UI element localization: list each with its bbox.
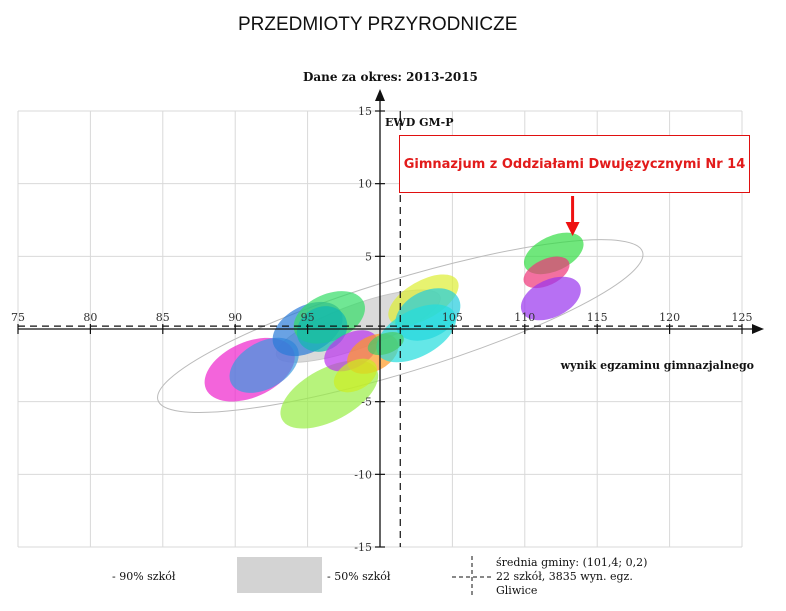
legend-mean-line3: Gliwice (496, 584, 538, 597)
x-tick-label: 85 (156, 311, 170, 324)
range-ellipse-90pct (157, 239, 644, 414)
x-tick-label: 125 (732, 311, 753, 324)
legend-mean-line2: 22 szkół, 3835 wyn. egz. (496, 570, 633, 583)
x-tick-label: 95 (301, 311, 315, 324)
y-tick-label: 5 (365, 250, 372, 263)
school-ellipse (333, 358, 377, 393)
x-tick-label: 105 (442, 311, 463, 324)
legend-50-label: - 50% szkół (327, 570, 391, 583)
y-tick-label: -5 (361, 396, 372, 409)
legend-mean-line1: średnia gminy: (101,4; 0,2) (496, 556, 648, 569)
page-title: PRZEDMIOTY PRZYRODNICZE (238, 14, 518, 35)
legend-90-label: - 90% szkół (112, 570, 176, 583)
y-axis-title: EWD GM-P (385, 116, 454, 129)
x-axis-arrow (752, 324, 764, 334)
period-label: Dane za okres: 2013-2015 (303, 70, 478, 84)
y-tick-label: -15 (354, 541, 372, 554)
school-callout: Gimnazjum z Oddziałami Dwujęzycznymi Nr … (399, 135, 750, 193)
y-axis-arrow (375, 89, 385, 101)
school-ellipse (520, 276, 581, 321)
legend-50-swatch (237, 557, 322, 593)
x-tick-label: 75 (11, 311, 25, 324)
school-ellipse (367, 332, 404, 356)
x-tick-label: 120 (659, 311, 680, 324)
school-ellipses (204, 232, 584, 429)
highlight-arrow-head (565, 222, 580, 236)
axes-layer: 75 80 85 90 95 105 110 115 120 12515105-5-10-15EW… (11, 89, 764, 554)
x-tick-label: 110 (514, 311, 535, 324)
school-callout-label: Gimnazjum z Oddziałami Dwujęzycznymi Nr … (403, 156, 746, 172)
x-axis-title: wynik egzaminu gimnazjalnego (560, 359, 754, 372)
x-tick-label: 90 (228, 311, 242, 324)
legend-symbols (237, 556, 492, 596)
x-tick-label: 115 (587, 311, 608, 324)
x-tick-label: 80 (83, 311, 97, 324)
y-tick-label: 15 (358, 105, 372, 118)
y-tick-label: 10 (358, 178, 372, 191)
y-tick-label: -10 (354, 468, 372, 481)
